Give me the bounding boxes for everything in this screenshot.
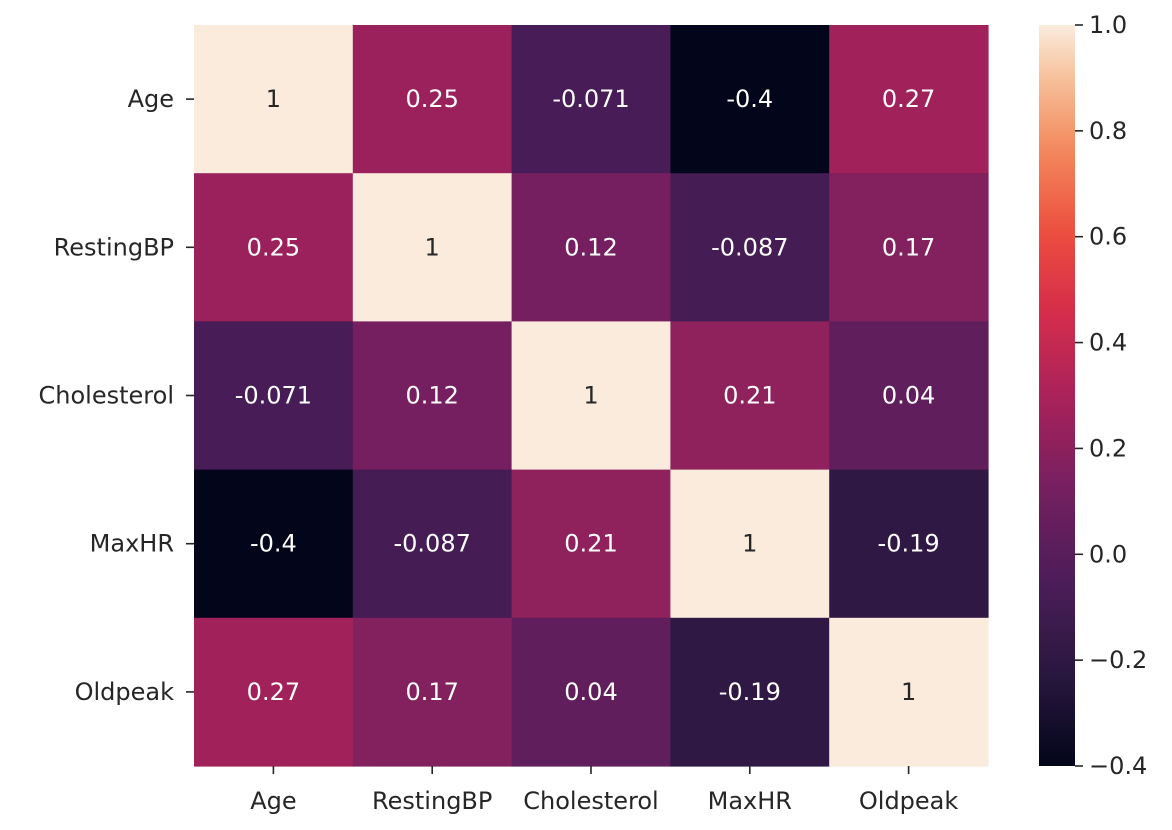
heatmap-cell bbox=[352, 617, 513, 767]
cell-value-label: 0.25 bbox=[405, 85, 458, 113]
y-tick-label: Age bbox=[128, 85, 174, 113]
y-tick-label: Oldpeak bbox=[75, 678, 175, 706]
heatmap-cell bbox=[511, 617, 671, 767]
heatmap-cell bbox=[670, 617, 830, 767]
cell-value-label: 0.17 bbox=[882, 233, 935, 261]
cell-value-label: 0.21 bbox=[564, 530, 617, 558]
colorbar-tick-label: 0.8 bbox=[1089, 117, 1127, 145]
heatmap-cell bbox=[511, 173, 671, 322]
colorbar: 1.0 0.8 0.6 0.4 0.2 0.0 −0.2 −0.4 bbox=[1039, 11, 1147, 780]
colorbar-tick-label: 0.2 bbox=[1089, 434, 1127, 462]
cell-value-label: 0.04 bbox=[564, 678, 617, 706]
heatmap-cell bbox=[829, 25, 989, 174]
y-tick-label: RestingBP bbox=[54, 233, 174, 261]
heatmap-cell bbox=[194, 173, 354, 322]
heatmap-cell bbox=[829, 321, 989, 471]
heatmap-cells: 1 0.25 -0.071 -0.4 0.27 0.25 1 0.12 -0.087 0.17 -0… bbox=[194, 25, 989, 767]
heatmap-cell bbox=[352, 173, 513, 322]
cell-value-label: 1 bbox=[266, 85, 281, 113]
x-tick-label: Cholesterol bbox=[523, 787, 658, 815]
cell-value-label: 0.17 bbox=[405, 678, 458, 706]
cell-value-label: 1 bbox=[583, 382, 598, 410]
colorbar-tick-label: 0.6 bbox=[1089, 223, 1127, 251]
cell-value-label: -0.071 bbox=[235, 382, 312, 410]
heatmap-cell bbox=[829, 469, 989, 619]
cell-value-label: 0.12 bbox=[405, 382, 458, 410]
heatmap-cell bbox=[194, 321, 354, 471]
cell-value-label: -0.19 bbox=[878, 530, 940, 558]
cell-value-label: 0.27 bbox=[247, 678, 300, 706]
colorbar-tick-label: −0.2 bbox=[1089, 646, 1147, 674]
cell-value-label: 0.12 bbox=[564, 233, 617, 261]
cell-value-label: -0.19 bbox=[719, 678, 781, 706]
cell-value-label: -0.087 bbox=[711, 233, 788, 261]
heatmap-cell bbox=[352, 321, 513, 471]
heatmap-cell bbox=[511, 469, 671, 619]
heatmap-cell bbox=[352, 25, 513, 174]
colorbar-tick-label: −0.4 bbox=[1089, 752, 1147, 780]
cell-value-label: -0.087 bbox=[394, 530, 471, 558]
cell-value-label: 1 bbox=[425, 233, 440, 261]
cell-value-label: 0.25 bbox=[247, 233, 300, 261]
heatmap-cell bbox=[670, 173, 830, 322]
heatmap-cell bbox=[829, 617, 989, 767]
heatmap-cell bbox=[194, 469, 354, 619]
heatmap-cell bbox=[829, 173, 989, 322]
colorbar-tick-label: 1.0 bbox=[1089, 11, 1127, 39]
x-tick-label: MaxHR bbox=[708, 787, 792, 815]
x-tick-label: RestingBP bbox=[372, 787, 492, 815]
heatmap-cell bbox=[511, 321, 671, 471]
heatmap-cell bbox=[194, 617, 354, 767]
cell-value-label: -0.4 bbox=[726, 85, 773, 113]
colorbar-gradient bbox=[1039, 25, 1075, 766]
colorbar-tick-label: 0.4 bbox=[1089, 329, 1127, 357]
cell-value-label: 1 bbox=[742, 530, 757, 558]
heatmap-cell bbox=[670, 469, 830, 619]
heatmap-cell bbox=[194, 25, 354, 174]
heatmap-cell bbox=[670, 25, 830, 174]
colorbar-tick-label: 0.0 bbox=[1089, 540, 1127, 568]
heatmap-cell bbox=[352, 469, 513, 619]
y-tick-label: Cholesterol bbox=[39, 382, 174, 410]
x-axis: Age RestingBP Cholesterol MaxHR Oldpeak bbox=[250, 766, 958, 815]
cell-value-label: 1 bbox=[901, 678, 916, 706]
x-tick-label: Age bbox=[250, 787, 296, 815]
y-axis: Age RestingBP Cholesterol MaxHR Oldpeak bbox=[39, 85, 194, 706]
x-tick-label: Oldpeak bbox=[859, 787, 959, 815]
heatmap-cell bbox=[670, 321, 830, 471]
cell-value-label: 0.27 bbox=[882, 85, 935, 113]
cell-value-label: 0.04 bbox=[882, 382, 935, 410]
cell-value-label: -0.071 bbox=[552, 85, 629, 113]
y-tick-label: MaxHR bbox=[90, 530, 174, 558]
cell-value-label: 0.21 bbox=[723, 382, 776, 410]
cell-value-label: -0.4 bbox=[250, 530, 297, 558]
heatmap-cell bbox=[511, 25, 671, 174]
